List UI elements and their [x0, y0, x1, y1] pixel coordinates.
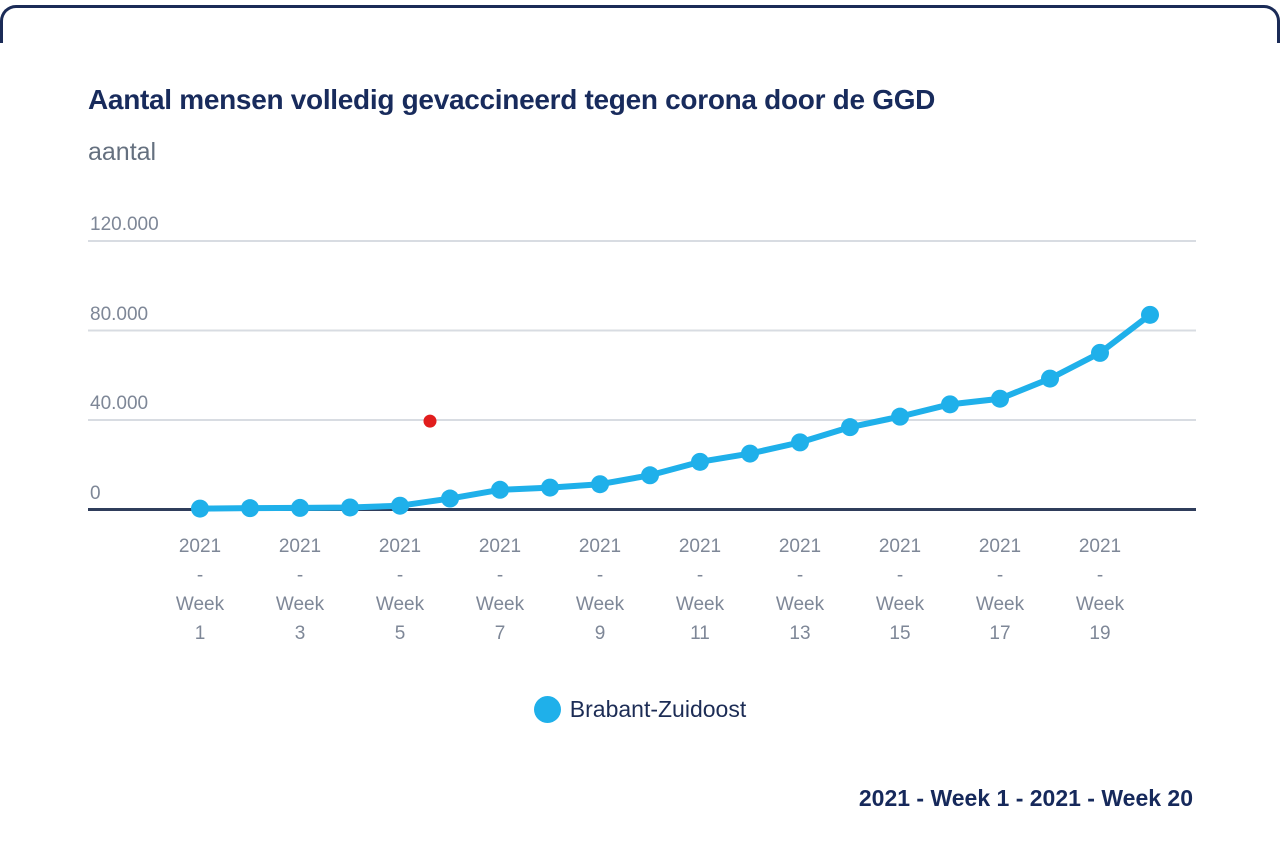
data-point[interactable]: [541, 478, 559, 497]
data-point[interactable]: [741, 444, 759, 463]
x-tick-label: 2021 - Week 7: [475, 536, 525, 644]
x-range-label: 2021 - Week 1 - 2021 - Week 20: [858, 785, 1193, 811]
x-tick-label: 2021 - Week 17: [975, 536, 1025, 644]
data-point[interactable]: [841, 418, 859, 437]
data-point[interactable]: [241, 499, 259, 518]
data-point[interactable]: [791, 433, 809, 452]
data-point[interactable]: [441, 489, 459, 508]
data-point[interactable]: [591, 475, 609, 494]
data-point[interactable]: [491, 480, 509, 499]
x-tick-label: 2021 - Week 11: [675, 536, 725, 644]
x-tick-label: 2021 - Week 5: [375, 536, 425, 644]
x-tick-label: 2021 - Week 15: [875, 536, 925, 644]
x-tick-label: 2021 - Week 3: [275, 536, 325, 644]
y-axis-unit-label: aantal: [88, 138, 157, 166]
series-line: [197, 311, 1153, 512]
data-point[interactable]: [291, 498, 309, 517]
data-point[interactable]: [391, 496, 409, 515]
y-tick-label: 120.000: [90, 214, 159, 235]
legend-marker-brabant-zuidoost: [533, 696, 561, 723]
data-point[interactable]: [941, 395, 959, 414]
annotation-red-dot: [423, 414, 437, 428]
x-tick-label: 2021 - Week 9: [575, 536, 625, 644]
data-point[interactable]: [1041, 369, 1059, 388]
data-point[interactable]: [1141, 305, 1159, 324]
data-point[interactable]: [641, 466, 659, 485]
data-point[interactable]: [691, 452, 709, 471]
data-point[interactable]: [891, 407, 909, 426]
x-tick-label: 2021 - Week 13: [775, 536, 825, 644]
y-tick-label: 80.000: [90, 303, 149, 325]
legend[interactable]: Brabant-Zuidoost: [0, 696, 1280, 723]
data-point[interactable]: [1091, 343, 1109, 362]
data-point[interactable]: [191, 499, 209, 518]
y-tick-label: 0: [90, 482, 101, 504]
data-point[interactable]: [991, 389, 1009, 408]
chart-title: Aantal mensen volledig gevaccineerd tege…: [88, 84, 936, 115]
x-tick-label: 2021 - Week 1: [175, 536, 225, 644]
data-point[interactable]: [341, 498, 359, 517]
legend-label: Brabant-Zuidoost: [569, 696, 747, 722]
y-tick-label: 40.000: [90, 393, 149, 414]
x-tick-label: 2021 - Week 19: [1075, 536, 1125, 644]
